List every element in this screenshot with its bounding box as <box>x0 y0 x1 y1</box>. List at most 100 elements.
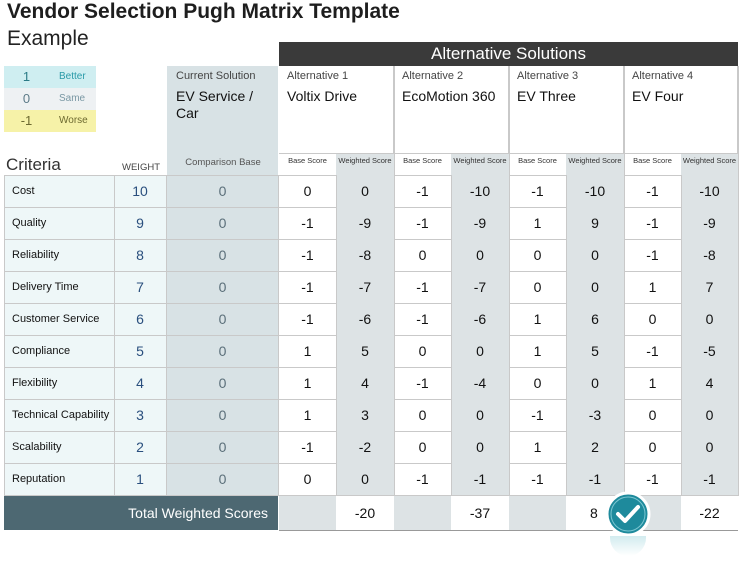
weighted-score-cell: 2 <box>566 431 624 463</box>
table-row: Technical Capability 3 0 1 3 0 0 -1 -3 0 0 <box>4 399 738 431</box>
base-score-cell: 0 <box>418 247 427 263</box>
criterion-weight: 1 <box>136 471 144 487</box>
base-score-cell: -1 <box>416 215 429 231</box>
base-score-cell: 1 <box>303 375 312 391</box>
legend-worse: -1 Worse <box>4 110 96 132</box>
comparison-base-label: Comparison Base <box>185 157 261 168</box>
current-solution-column <box>167 66 278 496</box>
weighted-score-cell: -7 <box>336 271 394 303</box>
winner-badge-reflection <box>610 536 646 556</box>
total-blank-cell <box>394 496 451 530</box>
base-score-cell: -1 <box>416 311 429 327</box>
alternative-solutions-header: Alternative Solutions <box>279 42 738 66</box>
weighted-score-cell: -1 <box>451 463 509 495</box>
comparison-base-value: 0 <box>218 375 227 391</box>
legend-label: Same <box>59 93 86 104</box>
comparison-base-value: 0 <box>218 311 227 327</box>
weighted-score-cell: -8 <box>681 239 738 271</box>
criterion-name: Cost <box>12 185 35 197</box>
weighted-score-cell: -9 <box>336 207 394 239</box>
base-score-cell: -1 <box>416 279 429 295</box>
criterion-name: Reliability <box>12 249 60 261</box>
alternative-label: Alternative 1 <box>287 70 349 82</box>
weighted-score-cell: 6 <box>566 303 624 335</box>
base-score-cell: 0 <box>303 183 312 199</box>
checkmark-icon <box>605 491 651 537</box>
weighted-score-cell: 0 <box>451 431 509 463</box>
weighted-score-cell: 0 <box>681 399 738 431</box>
total-score-alt-3: 8 <box>590 505 598 521</box>
criterion-weight: 8 <box>136 247 144 263</box>
weighted-score-cell: -6 <box>451 303 509 335</box>
alternative-name: EV Three <box>517 88 576 104</box>
base-score-cell: 1 <box>533 343 542 359</box>
base-score-cell: -1 <box>646 183 659 199</box>
base-score-cell: -1 <box>531 183 544 199</box>
weighted-score-header: Weighted Score <box>336 154 394 175</box>
weight-header: WEIGHT <box>122 162 160 173</box>
legend-label: Better <box>59 71 86 82</box>
base-score-cell: 1 <box>648 375 657 391</box>
total-score-alt-4: -22 <box>699 505 720 521</box>
weighted-score-cell: 0 <box>336 175 394 207</box>
page-title: Vendor Selection Pugh Matrix Template <box>7 0 400 23</box>
table-row: Scalability 2 0 -1 -2 0 0 1 2 0 0 <box>4 431 738 463</box>
table-row: Reputation 1 0 0 0 -1 -1 -1 -1 -1 -1 <box>4 463 738 495</box>
base-score-cell: 1 <box>303 407 312 423</box>
total-score-alt-1: -20 <box>354 505 376 521</box>
weighted-score-cell: -6 <box>336 303 394 335</box>
total-blank-cell <box>279 496 336 530</box>
criterion-name: Delivery Time <box>12 281 79 293</box>
base-score-cell: 0 <box>533 279 542 295</box>
weighted-score-cell: 0 <box>451 399 509 431</box>
alternative-label: Alternative 3 <box>517 70 579 82</box>
criterion-name: Quality <box>12 217 47 229</box>
alternative-3-header: Alternative 3 EV Three <box>509 66 624 154</box>
table-row: Reliability 8 0 -1 -8 0 0 0 0 -1 -8 <box>4 239 738 271</box>
base-score-cell: 1 <box>533 311 542 327</box>
weighted-score-cell: -9 <box>451 207 509 239</box>
table-row: Compliance 5 0 1 5 0 0 1 5 -1 -5 <box>4 335 738 367</box>
weighted-score-cell: 0 <box>451 335 509 367</box>
alternative-1-header: Alternative 1 Voltix Drive <box>279 66 394 154</box>
table-row: Customer Service 6 0 -1 -6 -1 -6 1 6 0 0 <box>4 303 738 335</box>
weighted-score-cell: 0 <box>566 367 624 399</box>
total-score-alt-2: -37 <box>469 505 491 521</box>
table-row: Quality 9 0 -1 -9 -1 -9 1 9 -1 -9 <box>4 207 738 239</box>
weighted-score-header: Weighted Score <box>451 154 509 175</box>
weighted-score-cell: 0 <box>681 303 738 335</box>
alternative-name: EV Four <box>632 88 684 104</box>
base-score-cell: 0 <box>648 407 657 423</box>
base-score-header: Base Score <box>288 156 327 165</box>
base-score-cell: 1 <box>648 279 657 295</box>
comparison-base-value: 0 <box>218 183 227 199</box>
weighted-score-cell: 4 <box>681 367 738 399</box>
base-score-cell: -1 <box>301 247 314 263</box>
alternative-name: Voltix Drive <box>287 88 358 104</box>
table-row: Cost 10 0 0 0 -1 -10 -1 -10 -1 -10 <box>4 175 738 207</box>
base-score-cell: -1 <box>301 215 314 231</box>
weighted-score-cell: -1 <box>566 463 624 495</box>
legend-value: -1 <box>20 113 33 128</box>
base-score-cell: 1 <box>303 343 312 359</box>
criterion-name: Reputation <box>12 473 66 485</box>
base-score-cell: 1 <box>533 215 542 231</box>
weighted-score-cell: -3 <box>566 399 624 431</box>
base-score-cell: -1 <box>531 471 544 487</box>
alternative-label: Alternative 4 <box>632 70 694 82</box>
legend-value: 1 <box>22 69 31 84</box>
table-row: Delivery Time 7 0 -1 -7 -1 -7 0 0 1 7 <box>4 271 738 303</box>
base-score-cell: 0 <box>418 343 427 359</box>
comparison-base-value: 0 <box>218 215 227 231</box>
table-row: Flexibility 4 0 1 4 -1 -4 0 0 1 4 <box>4 367 738 399</box>
criterion-weight: 3 <box>136 407 144 423</box>
base-score-cell: -1 <box>646 343 659 359</box>
legend-label: Worse <box>59 115 88 126</box>
total-weighted-scores-label: Total Weighted Scores <box>4 496 278 530</box>
criterion-weight: 6 <box>136 311 144 327</box>
weighted-score-cell: -10 <box>566 175 624 207</box>
criterion-name: Compliance <box>12 345 71 357</box>
weighted-score-cell: 9 <box>566 207 624 239</box>
legend-value: 0 <box>22 91 31 106</box>
base-score-cell: -1 <box>301 311 314 327</box>
